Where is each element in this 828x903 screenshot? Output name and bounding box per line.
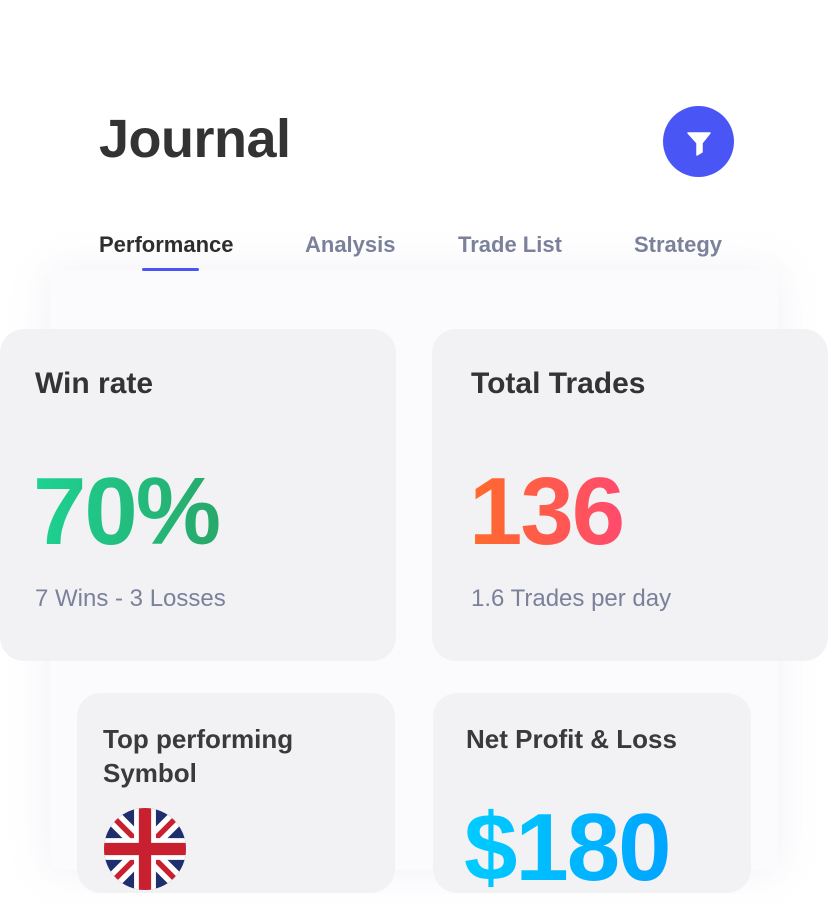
card-title: Win rate [35,367,154,400]
card-title: Top performing Symbol [103,724,294,788]
trades-per-day: 1.6 Trades per day [471,585,672,612]
total-trades-value: 136 [469,458,625,565]
win-rate-card[interactable]: Win rate 70% 7 Wins - 3 Losses [0,329,396,661]
top-symbol-card[interactable]: Top performing Symbol [77,693,395,893]
filter-button[interactable] [663,106,734,177]
uk-flag-icon [104,808,186,890]
card-title: Net Profit & Loss [466,724,677,754]
tab-performance[interactable]: Performance [99,232,234,257]
win-rate-value: 70% [33,458,221,565]
active-tab-indicator [142,268,199,271]
tab-analysis[interactable]: Analysis [305,232,396,257]
net-pnl-value: $180 [464,794,672,901]
net-pnl-card[interactable]: Net Profit & Loss $180 [433,693,751,901]
win-loss-detail: 7 Wins - 3 Losses [35,585,226,612]
card-title: Total Trades [471,367,646,400]
tab-trade-list[interactable]: Trade List [458,232,562,257]
tab-strategy[interactable]: Strategy [634,232,723,257]
filter-icon [686,131,711,156]
total-trades-card[interactable]: Total Trades 136 1.6 Trades per day [432,329,828,661]
page-title: Journal [99,109,291,169]
